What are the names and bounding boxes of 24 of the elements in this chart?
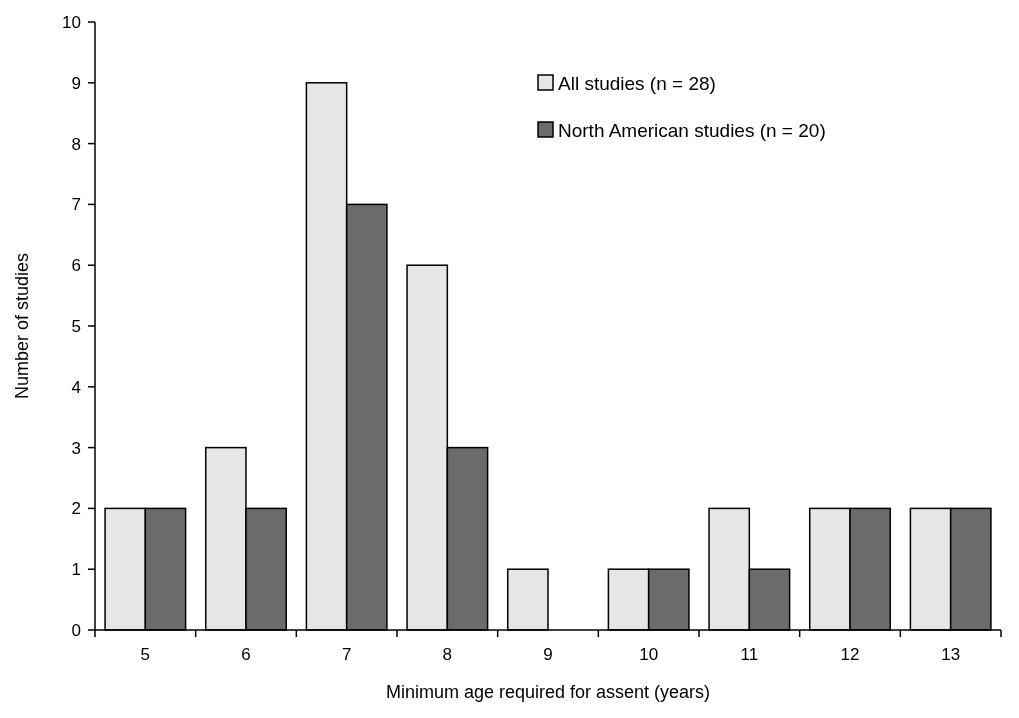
y-tick-label: 2 bbox=[71, 499, 81, 519]
x-tick-label: 5 bbox=[140, 645, 151, 664]
x-tick-label: 12 bbox=[840, 645, 860, 664]
x-tick-label: 13 bbox=[941, 645, 961, 664]
x-axis-title: Minimum age required for assent (years) bbox=[385, 682, 711, 702]
y-tick-label: 9 bbox=[71, 73, 81, 93]
y-tick-label: 6 bbox=[71, 256, 81, 276]
x-tick-label: 7 bbox=[341, 645, 352, 664]
legend-label: All studies (n = 28) bbox=[558, 72, 716, 94]
y-tick-label: 10 bbox=[62, 12, 81, 32]
x-tick-label: 11 bbox=[740, 645, 759, 664]
x-tick-label: 6 bbox=[241, 645, 251, 664]
legend-label: North American studies (n = 20) bbox=[558, 119, 826, 141]
y-tick-label: 0 bbox=[71, 620, 81, 640]
y-axis-title: Number of studies bbox=[12, 252, 32, 400]
y-tick-label: 1 bbox=[71, 560, 81, 580]
y-tick-label: 7 bbox=[71, 195, 81, 215]
y-tick-label: 5 bbox=[71, 316, 81, 336]
x-tick-label: 8 bbox=[442, 645, 453, 664]
y-tick-label: 3 bbox=[71, 438, 81, 458]
y-tick-label: 8 bbox=[71, 134, 81, 154]
y-tick-label: 4 bbox=[71, 377, 81, 397]
x-tick-label: 9 bbox=[543, 645, 553, 664]
x-tick-label: 10 bbox=[639, 645, 659, 664]
